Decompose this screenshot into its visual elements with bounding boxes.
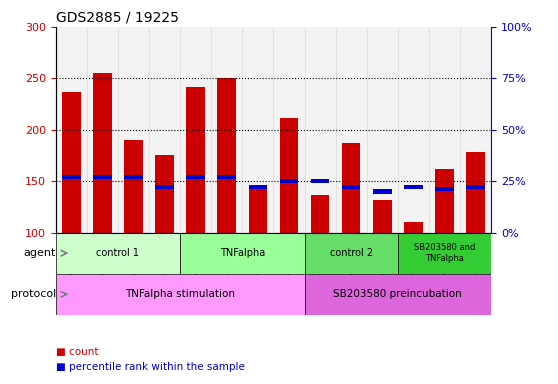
Text: protocol: protocol bbox=[11, 289, 56, 299]
Text: SB203580 and
TNFalpha: SB203580 and TNFalpha bbox=[413, 243, 475, 263]
Bar bbox=[93, 175, 112, 179]
Bar bbox=[373, 200, 392, 233]
Bar bbox=[155, 156, 174, 233]
Bar bbox=[311, 195, 329, 233]
FancyBboxPatch shape bbox=[305, 233, 398, 274]
Bar bbox=[62, 175, 81, 179]
Bar bbox=[398, 27, 429, 233]
Bar bbox=[280, 179, 299, 183]
Bar bbox=[218, 78, 236, 233]
Bar bbox=[124, 140, 143, 233]
Bar bbox=[335, 27, 367, 233]
Bar bbox=[56, 27, 87, 233]
FancyBboxPatch shape bbox=[180, 233, 305, 274]
Bar bbox=[460, 27, 491, 233]
Text: control 1: control 1 bbox=[97, 248, 140, 258]
Bar bbox=[124, 175, 143, 179]
Bar bbox=[435, 169, 454, 233]
Text: control 2: control 2 bbox=[330, 248, 373, 258]
Bar bbox=[87, 27, 118, 233]
FancyBboxPatch shape bbox=[305, 274, 491, 315]
Bar bbox=[466, 185, 485, 189]
Bar bbox=[367, 27, 398, 233]
Bar bbox=[311, 179, 329, 183]
Text: agent: agent bbox=[23, 248, 56, 258]
Bar bbox=[149, 27, 180, 233]
Bar bbox=[404, 222, 422, 233]
Bar bbox=[248, 186, 267, 233]
Bar bbox=[186, 175, 205, 179]
Bar bbox=[435, 187, 454, 192]
FancyBboxPatch shape bbox=[56, 233, 180, 274]
FancyBboxPatch shape bbox=[56, 274, 305, 315]
Bar bbox=[211, 27, 242, 233]
Bar bbox=[305, 27, 335, 233]
Bar bbox=[342, 185, 360, 189]
Text: ■ count: ■ count bbox=[56, 347, 98, 357]
Bar bbox=[62, 92, 81, 233]
Text: ■ percentile rank within the sample: ■ percentile rank within the sample bbox=[56, 362, 244, 372]
Text: TNFalpha stimulation: TNFalpha stimulation bbox=[125, 289, 235, 299]
Bar bbox=[248, 185, 267, 189]
Bar bbox=[429, 27, 460, 233]
Bar bbox=[186, 86, 205, 233]
Bar bbox=[280, 118, 299, 233]
Text: SB203580 preincubation: SB203580 preincubation bbox=[333, 289, 462, 299]
Bar bbox=[180, 27, 211, 233]
Bar bbox=[218, 175, 236, 179]
Bar bbox=[466, 152, 485, 233]
Bar bbox=[342, 143, 360, 233]
Bar bbox=[118, 27, 149, 233]
Bar bbox=[93, 73, 112, 233]
Text: TNFalpha: TNFalpha bbox=[220, 248, 265, 258]
Bar bbox=[273, 27, 305, 233]
Bar bbox=[242, 27, 273, 233]
Bar bbox=[404, 185, 422, 189]
Bar bbox=[373, 189, 392, 194]
Bar bbox=[155, 185, 174, 189]
Text: GDS2885 / 19225: GDS2885 / 19225 bbox=[56, 10, 179, 24]
FancyBboxPatch shape bbox=[398, 233, 491, 274]
